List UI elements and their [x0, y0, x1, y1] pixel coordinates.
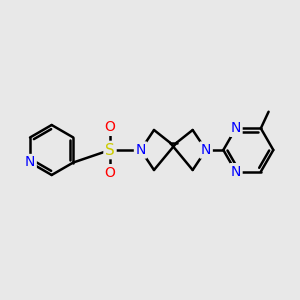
Text: N: N	[25, 155, 35, 170]
Text: N: N	[231, 121, 241, 135]
Text: N: N	[201, 143, 211, 157]
Text: O: O	[105, 120, 116, 134]
Text: N: N	[231, 165, 241, 179]
Text: S: S	[105, 142, 115, 158]
Text: O: O	[105, 166, 116, 180]
Text: N: N	[136, 143, 146, 157]
